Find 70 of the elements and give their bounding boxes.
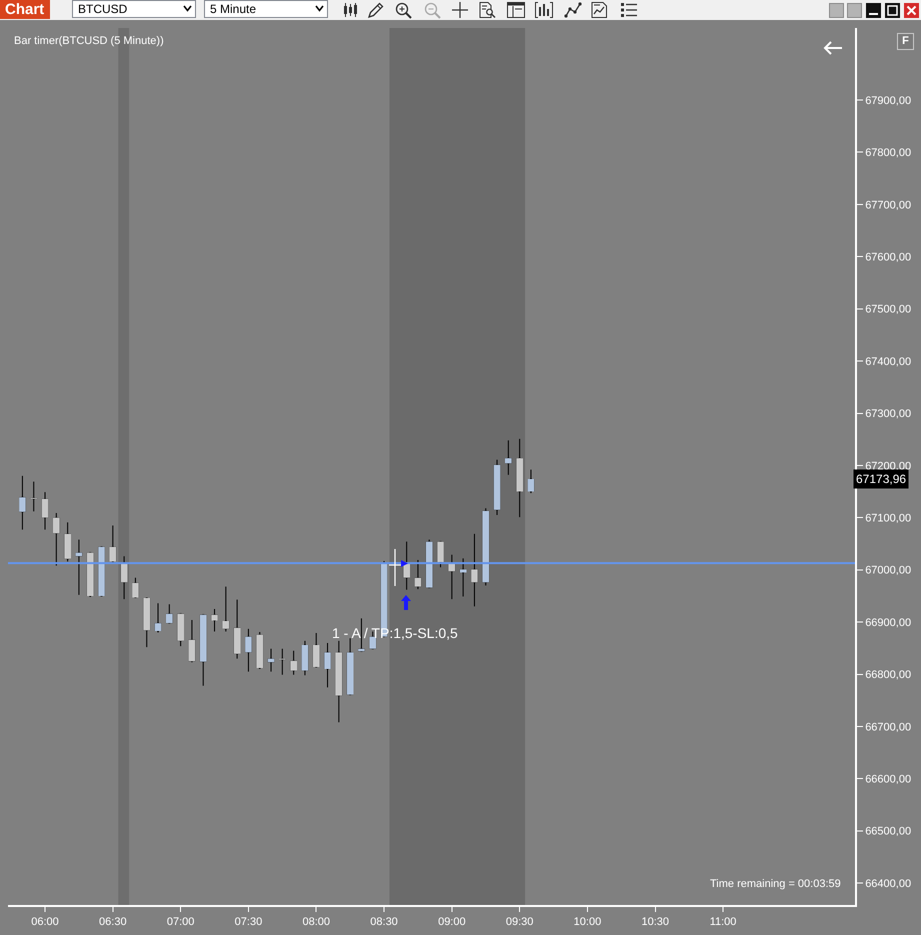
candlestick: [426, 539, 433, 588]
y-tick-label: 67300,00: [865, 408, 912, 420]
candlestick: [256, 631, 264, 670]
y-tick-label: 67600,00: [865, 252, 912, 264]
dropdown: BTCUSD: [72, 0, 196, 18]
annotation: Time remaining = 00:03:59: [710, 878, 841, 890]
candlestick: [234, 599, 240, 660]
candlestick: [200, 614, 207, 686]
x-tick-label: 06:30: [99, 916, 127, 928]
y-tick-label: 67500,00: [865, 304, 912, 316]
y-tick-label: 67800,00: [865, 147, 912, 160]
candlestick: [504, 440, 512, 476]
candlestick: [245, 628, 252, 672]
candlestick: [324, 642, 331, 688]
y-tick-label: 67700,00: [865, 199, 912, 212]
y-tick-label: 66800,00: [865, 669, 912, 682]
candlestick: [64, 522, 71, 562]
y-tick-label: 67100,00: [865, 512, 912, 525]
candlestick: [42, 492, 48, 530]
candlestick: [86, 552, 94, 598]
candlestick: [278, 648, 286, 676]
y-tick-label: 67000,00: [865, 564, 912, 577]
candlestick: [335, 640, 342, 723]
x-tick-label: 08:00: [302, 916, 330, 928]
x-tick-label: 11:00: [710, 916, 736, 928]
y-tick-label: 67200,00: [865, 460, 912, 472]
candlestick: [211, 608, 218, 632]
candlestick: [448, 554, 456, 600]
tab: Chart: [0, 0, 50, 19]
y-tick-label: 66900,00: [865, 616, 912, 629]
y-tick-label: 66600,00: [865, 774, 912, 786]
text: 67173,96: [856, 472, 906, 486]
candlestick: [268, 648, 274, 672]
candlestick: [222, 586, 230, 632]
x-tick-label: 09:30: [506, 916, 534, 928]
x-tick-label: 07:00: [166, 916, 194, 928]
candlestick: [120, 556, 128, 600]
x-tick-label: 08:30: [370, 916, 398, 928]
x-tick-label: 06:00: [31, 916, 59, 928]
candlestick: [188, 619, 196, 663]
annotation: Bar timer(BTCUSD (5 Minute)): [14, 35, 164, 47]
y-tick-label: 67400,00: [865, 356, 912, 368]
candlestick: [143, 598, 150, 648]
y-tick-label: 66700,00: [865, 721, 912, 734]
candlestick: [471, 533, 478, 607]
candlestick: [403, 541, 410, 590]
candlestick: [312, 632, 320, 668]
dropdown: 5 Minute: [204, 0, 328, 18]
x-tick-label: 10:30: [641, 916, 670, 928]
candlestick: [76, 539, 82, 596]
candlestick: [154, 602, 162, 633]
candlestick: [516, 438, 523, 518]
button: F: [897, 33, 914, 50]
candlestick: [166, 604, 173, 624]
x-tick-label: 07:30: [234, 916, 262, 928]
y-tick-label: 66500,00: [865, 826, 912, 838]
x-tick-label: 10:00: [574, 916, 602, 928]
candlestick: [177, 613, 184, 647]
candlestick: [19, 475, 26, 530]
candlestick: [346, 638, 354, 696]
candlestick: [482, 508, 490, 586]
y-tick-label: 67900,00: [865, 94, 912, 107]
candlestick: [414, 559, 422, 590]
candlestick: [30, 481, 38, 512]
candlestick: [109, 524, 116, 562]
x-tick-label: 09:00: [438, 916, 466, 928]
candlestick: [52, 512, 60, 566]
candlestick: [290, 650, 297, 676]
candlestick: [460, 558, 466, 597]
y-tick-label: 66400,00: [865, 878, 912, 890]
